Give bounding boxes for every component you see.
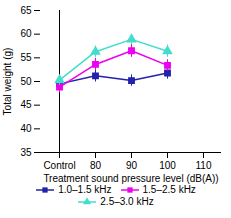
- svg-text:35: 35: [20, 147, 32, 158]
- svg-text:65: 65: [20, 5, 32, 16]
- svg-text:Treatment sound pressure level: Treatment sound pressure level (dB(A)): [43, 173, 218, 184]
- svg-text:100: 100: [159, 160, 176, 171]
- html-text:2.5–3.0 kHz: 2.5–3.0 kHz: [100, 196, 154, 207]
- svg-text:40: 40: [20, 123, 32, 134]
- html-text:1.5–2.5 kHz: 1.5–2.5 kHz: [142, 184, 196, 195]
- svg-text:50: 50: [20, 76, 32, 87]
- svg-text:80: 80: [90, 160, 102, 171]
- svg-text:60: 60: [20, 28, 32, 39]
- svg-text:Total weight (g): Total weight (g): [2, 48, 13, 116]
- svg-text:90: 90: [126, 160, 138, 171]
- html-text:1.0–1.5 kHz: 1.0–1.5 kHz: [58, 184, 112, 195]
- svg-text:Control: Control: [43, 160, 75, 171]
- svg-text:110: 110: [196, 160, 212, 171]
- svg-text:45: 45: [20, 99, 32, 110]
- svg-text:55: 55: [20, 52, 32, 63]
